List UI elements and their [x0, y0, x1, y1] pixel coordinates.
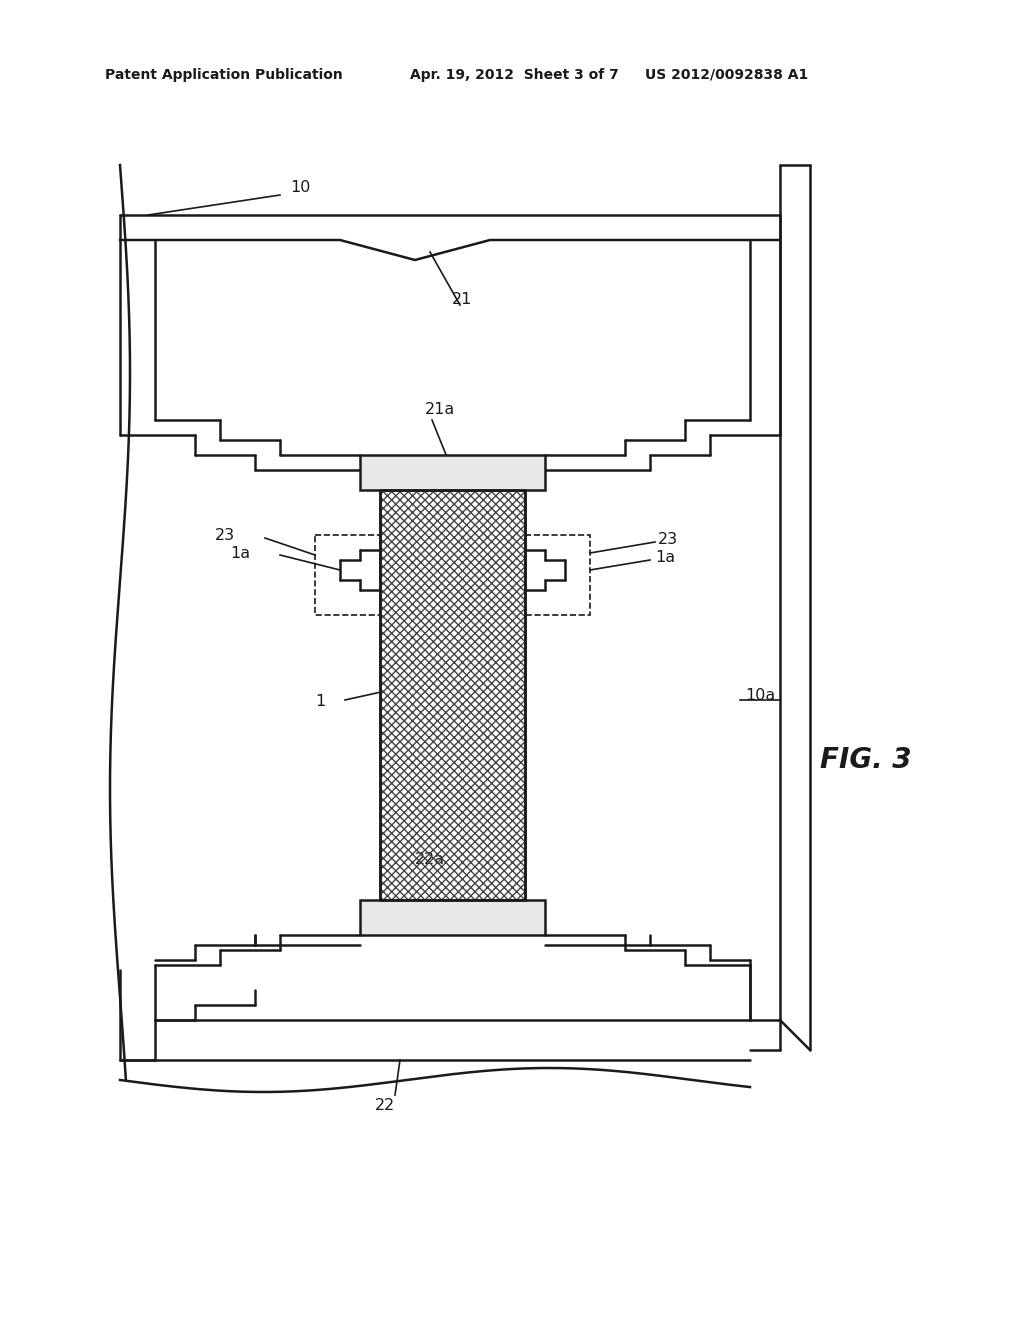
Text: 10a: 10a [745, 688, 775, 702]
Bar [360, 900, 545, 935]
Text: 23: 23 [658, 532, 678, 548]
Text: 10: 10 [290, 181, 310, 195]
Text: FIG. 3: FIG. 3 [820, 746, 911, 774]
Text: 1: 1 [315, 694, 326, 710]
Text: 1a: 1a [655, 549, 675, 565]
Bar [525, 535, 590, 615]
Text: US 2012/0092838 A1: US 2012/0092838 A1 [645, 69, 808, 82]
Bar [315, 535, 380, 615]
Text: 22a: 22a [415, 853, 445, 867]
Bar [380, 490, 525, 900]
Text: 21: 21 [452, 293, 472, 308]
Text: Apr. 19, 2012  Sheet 3 of 7: Apr. 19, 2012 Sheet 3 of 7 [410, 69, 618, 82]
Text: 1a: 1a [230, 545, 250, 561]
Text: Patent Application Publication: Patent Application Publication [105, 69, 343, 82]
Text: 22: 22 [375, 1097, 395, 1113]
Bar [360, 455, 545, 490]
Bar [380, 490, 525, 900]
Text: 21a: 21a [425, 403, 456, 417]
Bar [380, 490, 525, 900]
Text: 23: 23 [215, 528, 236, 544]
